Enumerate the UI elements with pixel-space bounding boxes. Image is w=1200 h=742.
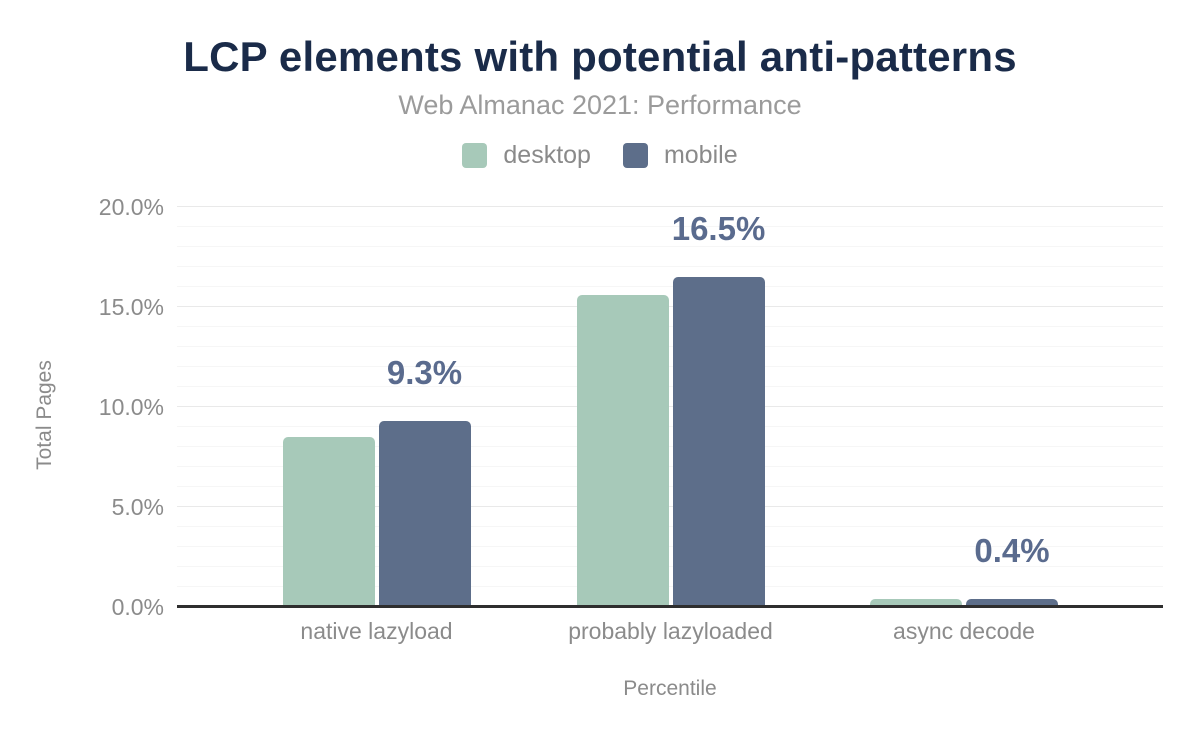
minor-gridline-17 — [177, 266, 1163, 267]
minor-gridline-7 — [177, 466, 1163, 467]
x-tick-native-lazyload: native lazyload — [300, 618, 453, 644]
y-tick-10: 10.0% — [98, 394, 164, 420]
y-tick-5: 5.0% — [111, 494, 164, 520]
legend-label-desktop: desktop — [503, 141, 591, 169]
y-tick-15: 15.0% — [98, 294, 164, 320]
y-axis-title: Total Pages — [33, 360, 56, 470]
bar-value-label-probably-lazyloaded: 16.5% — [671, 210, 766, 247]
minor-gridline-8 — [177, 446, 1163, 447]
legend: desktop mobile — [0, 141, 1200, 170]
minor-gridline-11 — [177, 386, 1163, 387]
plot-area: 9.3% 16.5% 0.4% — [177, 185, 1163, 608]
minor-gridline-14 — [177, 326, 1163, 327]
minor-gridline-2 — [177, 566, 1163, 567]
minor-gridline-19 — [177, 226, 1163, 227]
legend-swatch-mobile — [622, 143, 648, 168]
minor-gridline-3 — [177, 546, 1163, 547]
bar-mobile-probably-lazyloaded — [672, 277, 765, 607]
y-tick-20: 20.0% — [98, 194, 164, 220]
minor-gridline-9 — [177, 426, 1163, 427]
legend-item-mobile: mobile — [622, 141, 738, 170]
major-gridline-15 — [177, 306, 1163, 307]
major-gridline-20 — [177, 206, 1163, 207]
minor-gridline-1 — [177, 586, 1163, 587]
minor-gridline-16 — [177, 286, 1163, 287]
bar-value-label-async-decode: 0.4% — [974, 532, 1050, 569]
x-axis-baseline — [177, 605, 1163, 608]
x-axis-title: Percentile — [623, 677, 717, 700]
major-gridline-10 — [177, 406, 1163, 407]
legend-item-desktop: desktop — [462, 141, 591, 170]
legend-swatch-desktop — [462, 143, 488, 168]
minor-gridline-12 — [177, 366, 1163, 367]
chart-title: LCP elements with potential anti-pattern… — [183, 33, 1017, 80]
bar-desktop-probably-lazyloaded — [576, 295, 669, 607]
bar-desktop-native-lazyload — [282, 437, 375, 607]
minor-gridline-6 — [177, 486, 1163, 487]
major-gridline-5 — [177, 506, 1163, 507]
minor-gridline-13 — [177, 346, 1163, 347]
legend-label-mobile: mobile — [663, 141, 738, 169]
y-tick-0: 0.0% — [111, 594, 164, 620]
bar-mobile-async-decode — [966, 599, 1058, 607]
minor-gridline-18 — [177, 246, 1163, 247]
minor-gridline-4 — [177, 526, 1163, 527]
bar-mobile-native-lazyload — [378, 421, 471, 607]
bar-value-label-native-lazyload: 9.3% — [386, 354, 463, 391]
chart-subtitle: Web Almanac 2021: Performance — [398, 90, 802, 120]
x-tick-async-decode: async decode — [893, 618, 1035, 644]
x-tick-probably-lazyloaded: probably lazyloaded — [568, 618, 773, 644]
bar-desktop-async-decode — [870, 599, 962, 607]
